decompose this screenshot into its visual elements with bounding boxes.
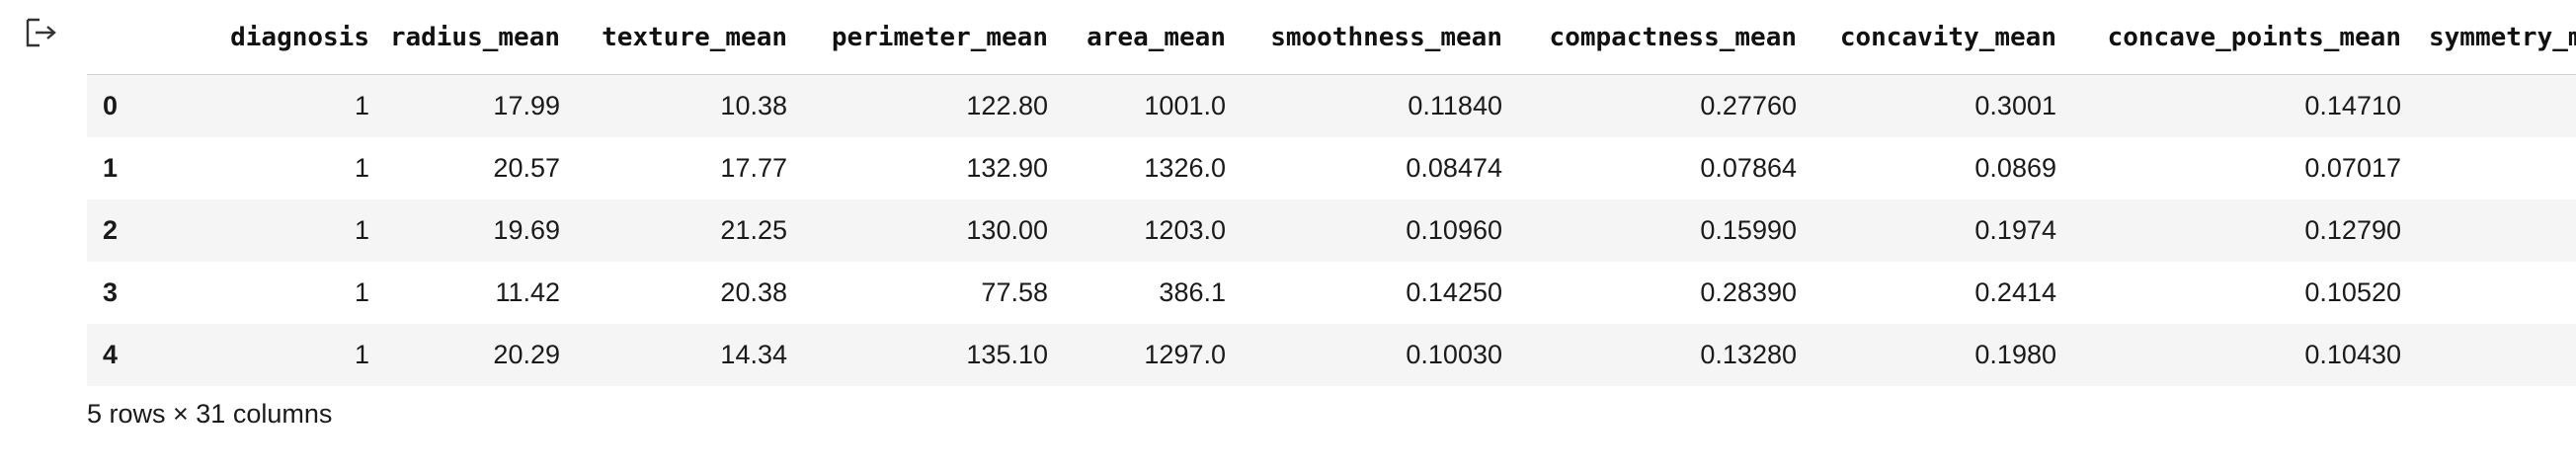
table-cell: 14.34 [720,340,787,369]
table-cell: 122.80 [966,91,1048,120]
table-cell: 0.10030 [1406,340,1502,369]
row-index: 1 [103,153,119,183]
table-cell: 0.11840 [1408,91,1502,120]
table-cell: 0.18 [2415,137,2576,199]
row-index: 0 [103,91,119,120]
dataframe-shape-label: 5 rows × 31 columns [87,399,333,429]
table-cell: 11.42 [495,277,560,307]
table-row: 0 1 17.99 10.38 122.80 1001.0 0.11840 0.… [87,74,2576,138]
table-cell: 132.90 [966,153,1048,183]
table-cell: 1326.0 [1144,153,1226,183]
table-cell: 0.12790 [2304,215,2401,245]
table-cell: 10.38 [720,91,787,120]
table-row: 4 1 20.29 14.34 135.10 1297.0 0.10030 0.… [87,324,2576,386]
table-cell: 135.10 [966,340,1048,369]
table-row: 1 1 20.57 17.77 132.90 1326.0 0.08474 0.… [87,137,2576,199]
table-cell: 0.25 [2415,262,2576,324]
dataframe-output: diagnosis radius_mean texture_mean perim… [87,0,2576,472]
table-cell: 0.07017 [2304,153,2401,183]
table-cell: 17.77 [720,153,787,183]
row-index: 2 [103,215,119,245]
table-cell: 0.15990 [1700,215,1797,245]
table-cell: 20.29 [493,340,560,369]
table-cell: 17.99 [493,91,560,120]
table-row: 2 1 19.69 21.25 130.00 1203.0 0.10960 0.… [87,199,2576,262]
table-cell: 19.69 [493,215,560,245]
table-cell: 0.20 [2415,199,2576,262]
table-cell: 0.08474 [1406,153,1502,183]
table-cell: 0.24 [2415,75,2576,138]
table-cell: 1 [354,91,369,120]
table-cell: 0.1974 [1974,215,2056,245]
table-cell: 0.07864 [1700,153,1797,183]
column-header: texture_mean [574,0,801,75]
table-cell: 0.18 [2415,324,2576,386]
table-cell: 0.28390 [1700,277,1797,307]
table-cell: 0.27760 [1700,91,1797,120]
column-header: compactness_mean [1516,0,1811,75]
table-cell: 1 [354,215,369,245]
table-cell: 0.1980 [1974,340,2056,369]
table-cell: 386.1 [1159,277,1226,307]
dataframe-table: diagnosis radius_mean texture_mean perim… [87,0,2576,386]
row-index: 3 [103,277,119,307]
table-cell: 0.10960 [1406,215,1502,245]
column-header: concavity_mean [1811,0,2070,75]
column-header: perimeter_mean [801,0,1062,75]
table-cell: 0.3001 [1974,91,2056,120]
table-cell: 1 [354,277,369,307]
column-header: area_mean [1062,0,1240,75]
table-cell: 0.14710 [2304,91,2401,120]
table-cell: 77.58 [981,277,1048,307]
table-cell: 20.57 [493,153,560,183]
table-cell: 0.10430 [2304,340,2401,369]
table-cell: 1297.0 [1144,340,1226,369]
table-cell: 1 [354,340,369,369]
table-cell: 0.13280 [1700,340,1797,369]
table-cell: 0.2414 [1974,277,2056,307]
table-cell: 1 [354,153,369,183]
column-header: symmetry_mea [2415,0,2576,75]
header-row: diagnosis radius_mean texture_mean perim… [87,0,2576,75]
table-cell: 0.0869 [1974,153,2056,183]
column-header: diagnosis [138,0,383,75]
output-redirect-icon [26,18,56,47]
table-cell: 1203.0 [1144,215,1226,245]
row-index: 4 [103,340,119,369]
column-header: smoothness_mean [1240,0,1516,75]
column-header: concave_points_mean [2070,0,2415,75]
table-cell: 1001.0 [1144,91,1226,120]
column-header: radius_mean [383,0,574,75]
table-cell: 130.00 [966,215,1048,245]
table-cell: 21.25 [720,215,787,245]
table-row: 3 1 11.42 20.38 77.58 386.1 0.14250 0.28… [87,262,2576,324]
table-cell: 0.10520 [2304,277,2401,307]
index-header [87,0,138,75]
table-cell: 0.14250 [1406,277,1502,307]
table-cell: 20.38 [720,277,787,307]
